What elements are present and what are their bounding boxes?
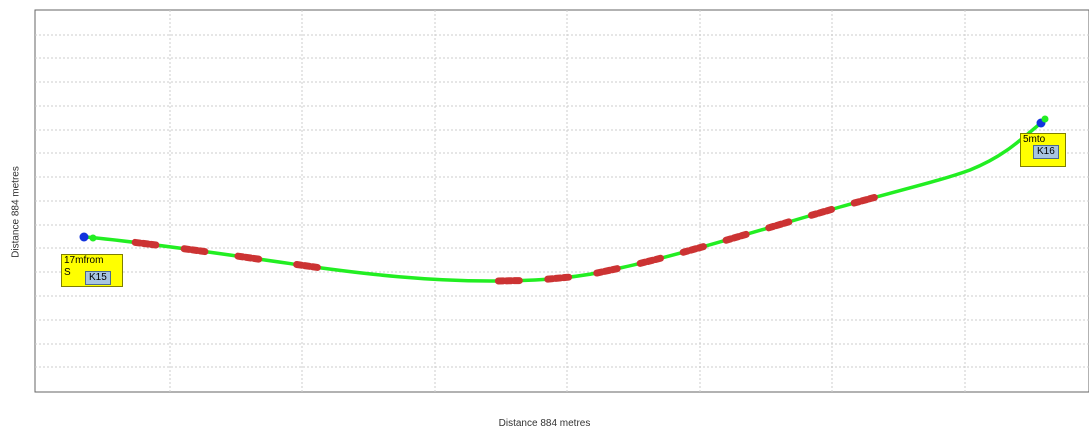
route-dash-segment — [234, 252, 263, 263]
x-axis-label: Distance 884 metres — [498, 418, 591, 429]
start-point-green — [89, 234, 97, 242]
route-dash-segment — [850, 193, 879, 207]
start-distance-text-2: S — [64, 267, 71, 278]
route-dash-segment — [765, 218, 794, 232]
plot-background — [34, 9, 1089, 393]
route-dash-segment — [722, 230, 751, 244]
y-axis-label: Distance 884 metres — [10, 166, 22, 258]
start-point-marker[interactable] — [79, 232, 89, 242]
route-dash-segment — [679, 242, 708, 256]
route-dashes — [131, 193, 879, 285]
route-dash-segment — [636, 254, 665, 267]
route-dash-segment — [180, 245, 210, 256]
end-distance-text: 5mto — [1023, 134, 1046, 145]
end-id-tag[interactable]: K16 — [1033, 145, 1059, 159]
end-point-green — [1041, 115, 1049, 123]
route-dash-segment — [293, 261, 322, 272]
start-distance-text: 17mfrom — [64, 255, 104, 266]
route-dash-segment — [807, 205, 836, 219]
route-dash-segment — [131, 238, 161, 249]
route-dash-segment — [593, 264, 622, 277]
route-dash-segment — [544, 273, 573, 283]
start-id-tag[interactable]: K15 — [85, 271, 111, 285]
